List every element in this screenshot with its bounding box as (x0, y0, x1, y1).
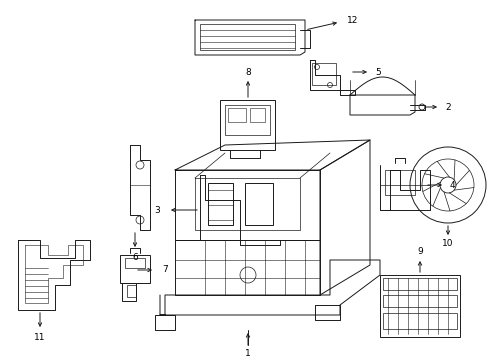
Bar (382, 278, 456, 290)
Bar (122, 283, 136, 301)
Text: 11: 11 (34, 333, 46, 342)
Text: 9: 9 (416, 248, 422, 256)
Bar (207, 183, 232, 225)
Bar (125, 258, 145, 268)
Text: 4: 4 (449, 180, 455, 189)
Bar (382, 313, 456, 329)
Bar (120, 255, 150, 283)
Bar (379, 275, 459, 337)
Bar (127, 285, 136, 297)
Text: 8: 8 (244, 68, 250, 77)
Text: 6: 6 (132, 253, 138, 262)
Text: 7: 7 (162, 266, 167, 275)
Text: 1: 1 (244, 348, 250, 357)
Text: 10: 10 (441, 239, 453, 248)
Bar (384, 170, 414, 195)
Bar (227, 108, 245, 122)
Bar (220, 100, 274, 150)
Bar (244, 183, 272, 225)
Bar (311, 63, 335, 85)
Text: 3: 3 (154, 206, 160, 215)
Text: 5: 5 (374, 68, 380, 77)
Text: 12: 12 (346, 15, 358, 24)
Bar (224, 105, 269, 135)
Text: 2: 2 (444, 103, 450, 112)
Bar (382, 295, 456, 307)
Bar (249, 108, 264, 122)
Bar (200, 24, 294, 50)
